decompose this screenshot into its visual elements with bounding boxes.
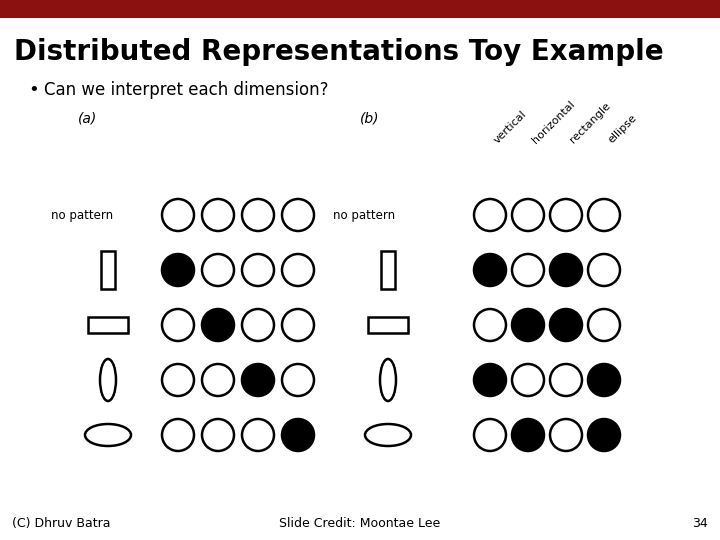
- Text: 34: 34: [692, 517, 708, 530]
- Circle shape: [474, 364, 506, 396]
- Ellipse shape: [380, 359, 396, 401]
- Circle shape: [512, 309, 544, 341]
- Circle shape: [588, 364, 620, 396]
- Bar: [0, 0, 720, 18]
- Text: Distributed Representations Toy Example: Distributed Representations Toy Example: [14, 38, 664, 66]
- Text: ellipse: ellipse: [606, 112, 639, 145]
- Circle shape: [588, 199, 620, 231]
- Circle shape: [474, 419, 506, 451]
- Text: no pattern: no pattern: [333, 208, 395, 221]
- Circle shape: [512, 364, 544, 396]
- Ellipse shape: [100, 359, 116, 401]
- Circle shape: [512, 419, 544, 451]
- Circle shape: [162, 254, 194, 286]
- Circle shape: [242, 419, 274, 451]
- Circle shape: [242, 364, 274, 396]
- Text: Slide Credit: Moontae Lee: Slide Credit: Moontae Lee: [279, 517, 441, 530]
- Circle shape: [202, 199, 234, 231]
- Circle shape: [474, 199, 506, 231]
- Circle shape: [474, 254, 506, 286]
- Circle shape: [282, 309, 314, 341]
- Text: vertical: vertical: [492, 109, 528, 145]
- Circle shape: [474, 309, 506, 341]
- Circle shape: [512, 199, 544, 231]
- Circle shape: [162, 419, 194, 451]
- Circle shape: [282, 199, 314, 231]
- Ellipse shape: [85, 424, 131, 446]
- Text: (C) Dhruv Batra: (C) Dhruv Batra: [12, 517, 110, 530]
- Circle shape: [242, 309, 274, 341]
- Circle shape: [282, 364, 314, 396]
- Circle shape: [162, 199, 194, 231]
- Circle shape: [550, 199, 582, 231]
- Text: Can we interpret each dimension?: Can we interpret each dimension?: [44, 81, 328, 99]
- Circle shape: [242, 254, 274, 286]
- Circle shape: [588, 419, 620, 451]
- Circle shape: [282, 254, 314, 286]
- Text: (b): (b): [360, 111, 379, 125]
- Circle shape: [202, 364, 234, 396]
- Text: (a): (a): [78, 111, 98, 125]
- Bar: [381, 251, 395, 289]
- Circle shape: [550, 254, 582, 286]
- Circle shape: [202, 419, 234, 451]
- Circle shape: [550, 364, 582, 396]
- Text: horizontal: horizontal: [530, 98, 577, 145]
- Text: •: •: [28, 81, 39, 99]
- Bar: [88, 317, 128, 333]
- Circle shape: [242, 199, 274, 231]
- Circle shape: [550, 419, 582, 451]
- Circle shape: [162, 309, 194, 341]
- Ellipse shape: [365, 424, 411, 446]
- Circle shape: [512, 254, 544, 286]
- Circle shape: [282, 419, 314, 451]
- Text: rectangle: rectangle: [568, 100, 613, 145]
- Circle shape: [202, 309, 234, 341]
- Circle shape: [162, 364, 194, 396]
- Bar: [368, 317, 408, 333]
- Circle shape: [588, 309, 620, 341]
- Circle shape: [550, 309, 582, 341]
- Circle shape: [588, 254, 620, 286]
- Circle shape: [202, 254, 234, 286]
- Text: no pattern: no pattern: [51, 208, 113, 221]
- Bar: [101, 251, 115, 289]
